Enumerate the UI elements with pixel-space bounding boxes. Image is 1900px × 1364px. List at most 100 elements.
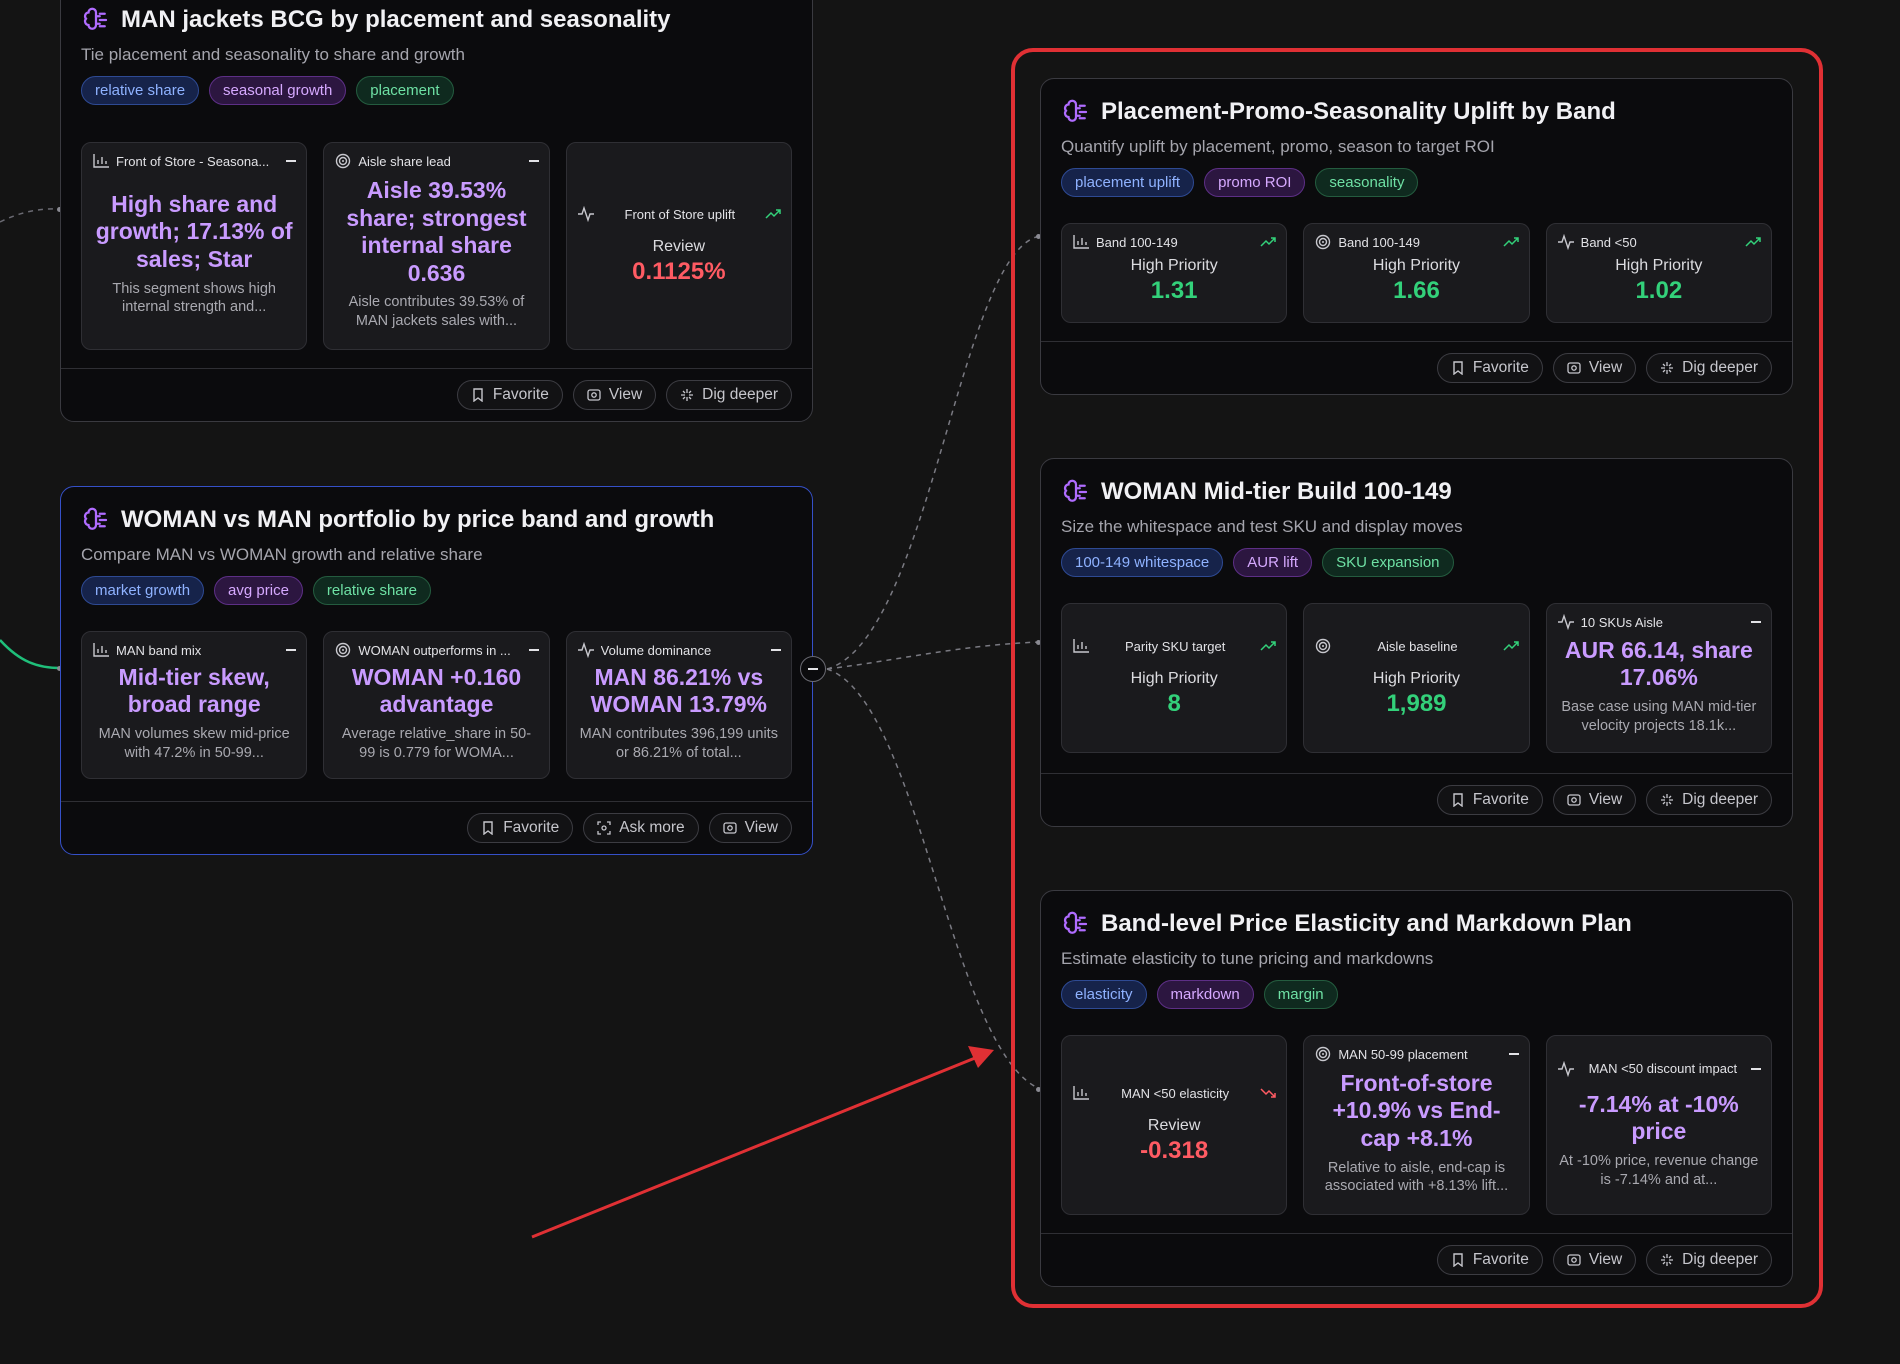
view-button[interactable]: View (1552, 1245, 1637, 1275)
sparkle-icon (1661, 794, 1674, 806)
collapse-icon[interactable] (1750, 1067, 1761, 1070)
metric-card[interactable]: WOMAN outperforms in ... WOMAN +0.160 ad… (323, 631, 550, 779)
button-label: Favorite (503, 819, 560, 836)
tag-relative-share[interactable]: relative share (81, 76, 200, 105)
metric-description: Relative to aisle, end-cap is associated… (1324, 1159, 1509, 1195)
trend-down-icon (1260, 1088, 1277, 1098)
dig-deeper-button[interactable]: Dig deeper (1646, 1245, 1772, 1275)
metric-description: MAN volumes skew mid-price with 47.2% in… (98, 725, 290, 761)
node-title: WOMAN vs MAN portfolio by price band and… (121, 506, 715, 533)
metric-card[interactable]: Volume dominance MAN 86.21% vs WOMAN 13.… (565, 631, 792, 779)
portfolio-input-port[interactable] (57, 666, 62, 671)
metric-card[interactable]: Band 100-149 High Priority 1.31 (1061, 223, 1288, 323)
metric-card[interactable]: 10 SKUs Aisle AUR 66.14, share 17.06% Ba… (1545, 603, 1772, 753)
tag-relative-share[interactable]: relative share (312, 576, 431, 605)
tag-aur-lift[interactable]: AUR lift (1233, 548, 1313, 577)
bcg-input-port[interactable] (57, 207, 62, 212)
metric-headline: WOMAN +0.160 advantage (351, 663, 522, 718)
favorite-button[interactable]: Favorite (467, 813, 574, 843)
bookmark-icon (1453, 793, 1463, 807)
node-title: Placement-Promo-Seasonality Uplift by Ba… (1101, 98, 1616, 125)
tag-seasonality[interactable]: seasonality (1315, 168, 1419, 197)
node-subtitle: Compare MAN vs WOMAN growth and relative… (81, 545, 483, 564)
metric-status: High Priority (1130, 670, 1218, 687)
bar-chart-icon (1073, 235, 1089, 249)
view-button[interactable]: View (708, 813, 792, 843)
metric-card[interactable]: Front of Store uplift Review 0.1125% (565, 142, 792, 350)
tag-markdown[interactable]: markdown (1156, 980, 1254, 1009)
tag-promo-roi[interactable]: promo ROI (1204, 168, 1306, 197)
favorite-button[interactable]: Favorite (1436, 353, 1543, 383)
metric-card[interactable]: Band <50 High Priority 1.02 (1545, 223, 1772, 323)
tag-placement-uplift[interactable]: placement uplift (1061, 168, 1195, 197)
collapse-icon[interactable] (1750, 621, 1761, 623)
dig-deeper-button[interactable]: Dig deeper (1646, 785, 1772, 815)
ask-more-button[interactable]: Ask more (583, 813, 699, 843)
favorite-button[interactable]: Favorite (1436, 785, 1543, 815)
metric-card[interactable]: Parity SKU target High Priority 8 (1061, 603, 1288, 753)
view-button[interactable]: View (1552, 353, 1637, 383)
metric-status: High Priority (1372, 670, 1461, 687)
target-icon (336, 642, 351, 658)
tag-sku-expansion[interactable]: SKU expansion (1322, 548, 1454, 577)
bar-chart-icon (93, 154, 109, 168)
edge-portfolio-midtier (826, 641, 1041, 670)
metric-label: MAN band mix (116, 642, 202, 658)
brain-icon (83, 507, 108, 530)
button-label: Dig deeper (1682, 359, 1758, 376)
tag-margin[interactable]: margin (1263, 980, 1338, 1009)
scan-icon (597, 821, 611, 835)
metric-headline: Front-of-store +10.9% vs End-cap +8.1% (1332, 1069, 1501, 1151)
collapse-icon[interactable] (528, 649, 539, 651)
favorite-button[interactable]: Favorite (456, 380, 563, 410)
metric-card[interactable]: Aisle share lead Aisle 39.53% share; str… (323, 142, 550, 350)
uplift-input-port[interactable] (1036, 234, 1041, 239)
bar-chart-icon (93, 643, 109, 657)
metric-card[interactable]: MAN 50-99 placement Front-of-store +10.9… (1303, 1035, 1530, 1215)
tag-placement[interactable]: placement (356, 76, 454, 105)
metric-card[interactable]: Front of Store - Seasona... High share a… (81, 142, 308, 350)
elasticity-input-port[interactable] (1036, 1087, 1041, 1092)
metric-description: At -10% price, revenue change is -7.14% … (1559, 1152, 1759, 1188)
metric-card[interactable]: MAN <50 discount impact -7.14% at -10% p… (1545, 1035, 1772, 1215)
node-bcg[interactable]: MAN jackets BCG by placement and seasona… (60, 0, 813, 422)
collapse-icon[interactable] (528, 160, 539, 162)
metric-card[interactable]: MAN band mix Mid-tier skew, broad range … (81, 631, 308, 779)
view-button[interactable]: View (572, 380, 657, 410)
collapse-handle[interactable] (800, 656, 826, 682)
midtier-input-port[interactable] (1036, 640, 1041, 645)
node-uplift[interactable]: Placement-Promo-Seasonality Uplift by Ba… (1040, 78, 1793, 395)
metric-card[interactable]: MAN <50 elasticity Review -0.318 (1061, 1035, 1288, 1215)
metric-value: 1.66 (1393, 277, 1440, 304)
tag-elasticity[interactable]: elasticity (1061, 980, 1147, 1009)
node-elasticity[interactable]: Band-level Price Elasticity and Markdown… (1040, 890, 1793, 1287)
button-label: Favorite (492, 386, 549, 403)
dig-deeper-button[interactable]: Dig deeper (666, 380, 792, 410)
collapse-icon[interactable] (286, 160, 297, 162)
collapse-icon[interactable] (1508, 1053, 1519, 1055)
eye-icon (1567, 362, 1581, 374)
favorite-button[interactable]: Favorite (1436, 1245, 1543, 1275)
dig-deeper-button[interactable]: Dig deeper (1646, 353, 1772, 383)
collapse-icon[interactable] (770, 649, 781, 651)
node-midtier[interactable]: WOMAN Mid-tier Build 100-149 Size the wh… (1040, 458, 1793, 827)
view-button[interactable]: View (1552, 785, 1637, 815)
tag-market-growth[interactable]: market growth (81, 576, 205, 605)
metric-card[interactable]: Aisle baseline High Priority 1,989 (1303, 603, 1530, 753)
node-portfolio[interactable]: WOMAN vs MAN portfolio by price band and… (60, 486, 813, 855)
activity-icon (577, 206, 594, 222)
trend-up-icon (1260, 237, 1277, 247)
tag-whitespace[interactable]: 100-149 whitespace (1061, 548, 1224, 577)
metric-value: 8 (1167, 690, 1181, 717)
metric-card[interactable]: Band 100-149 High Priority 1.66 (1303, 223, 1530, 323)
tag-avg-price[interactable]: avg price (214, 576, 303, 605)
metric-value: -0.318 (1140, 1137, 1209, 1164)
collapse-icon[interactable] (286, 649, 297, 651)
highlight-box (1011, 48, 1823, 1308)
metric-description: Base case using MAN mid-tier velocity pr… (1561, 698, 1757, 734)
button-label: Favorite (1472, 1251, 1529, 1268)
tag-seasonal-growth[interactable]: seasonal growth (209, 76, 347, 105)
metric-label: WOMAN outperforms in ... (358, 642, 511, 658)
metric-status: High Priority (1372, 257, 1461, 274)
metric-description: Average relative_share in 50-99 is 0.779… (341, 725, 532, 761)
